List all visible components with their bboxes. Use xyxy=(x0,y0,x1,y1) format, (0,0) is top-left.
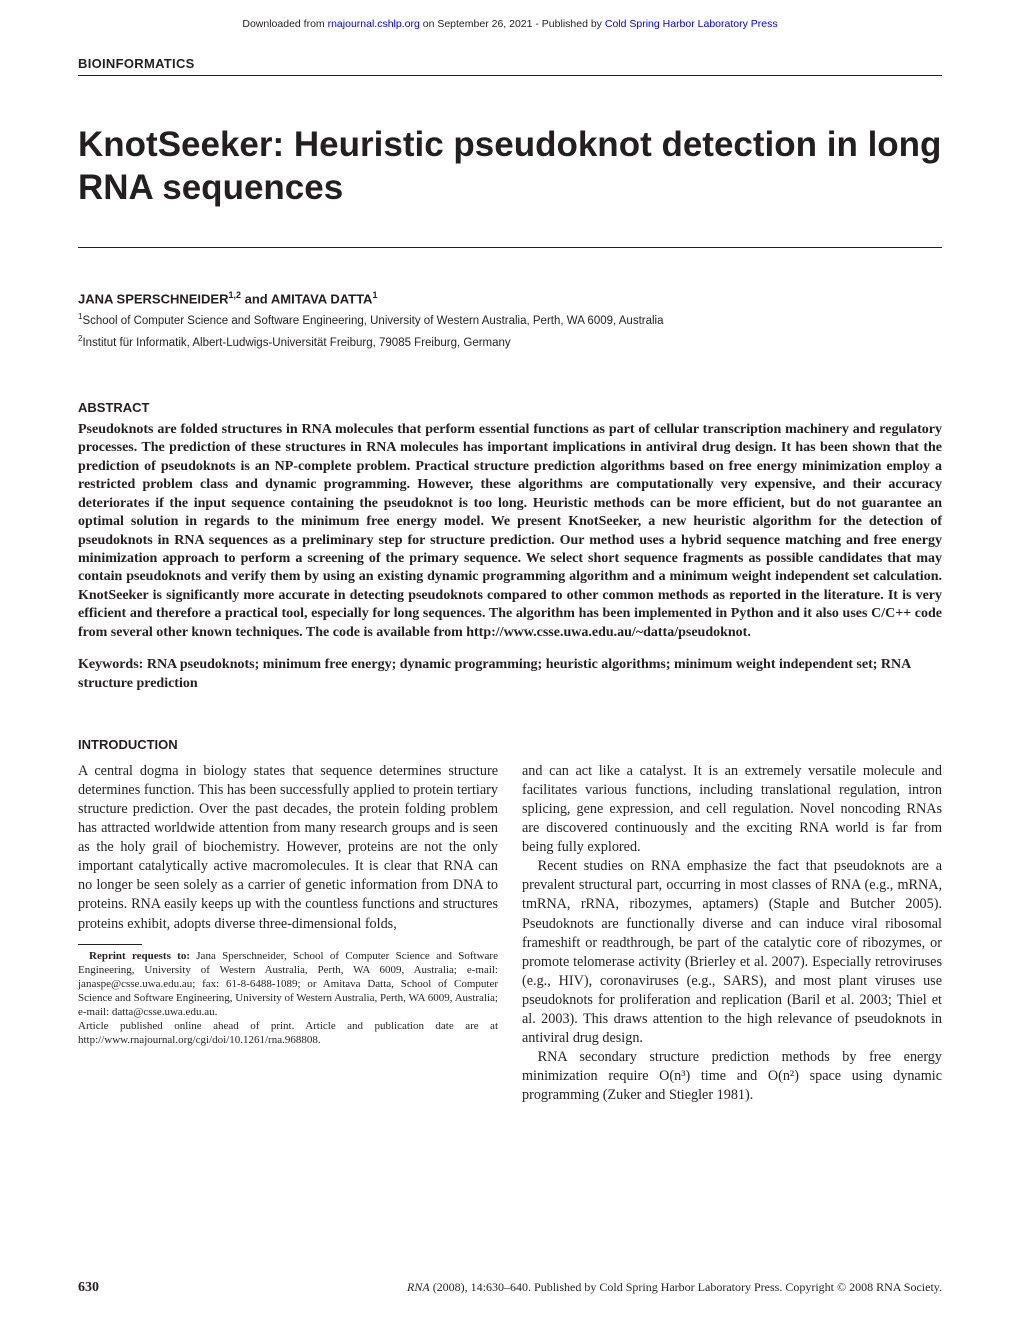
citation-tail: (2008), 14:630–640. Published by Cold Sp… xyxy=(430,1280,942,1294)
footer-citation: RNA (2008), 14:630–640. Published by Col… xyxy=(407,1280,942,1295)
section-label: BIOINFORMATICS xyxy=(78,56,942,76)
publication-note: Article published online ahead of print.… xyxy=(78,1020,498,1046)
footnote-rule xyxy=(78,944,142,945)
body-paragraph: and can act like a catalyst. It is an ex… xyxy=(522,762,942,857)
body-columns: A central dogma in biology states that s… xyxy=(78,762,942,1105)
affiliation-1: 1School of Computer Science and Software… xyxy=(78,311,942,330)
banner-link-publisher[interactable]: Cold Spring Harbor Laboratory Press xyxy=(605,18,778,30)
paper-title: KnotSeeker: Heuristic pseudoknot detecti… xyxy=(78,124,942,248)
author-1-affil-marks: 1,2 xyxy=(229,290,242,300)
affiliation-2: 2Institut für Informatik, Albert-Ludwigs… xyxy=(78,333,942,352)
download-banner: Downloaded from rnajournal.cshlp.org on … xyxy=(78,0,942,30)
abstract-heading: ABSTRACT xyxy=(78,400,942,415)
keywords-text: RNA pseudoknots; minimum free energy; dy… xyxy=(78,657,910,690)
introduction-heading: INTRODUCTION xyxy=(78,737,942,752)
banner-middle: on September 26, 2021 - Published by xyxy=(420,18,605,30)
body-paragraph: A central dogma in biology states that s… xyxy=(78,762,498,933)
keywords-label: Keywords: xyxy=(78,657,143,672)
abstract-body: Pseudoknots are folded structures in RNA… xyxy=(78,421,942,643)
author-1: JANA SPERSCHNEIDER xyxy=(78,292,229,307)
authors-line: JANA SPERSCHNEIDER1,2 and AMITAVA DATTA1 xyxy=(78,290,942,306)
journal-name: RNA xyxy=(407,1280,430,1294)
body-paragraph: RNA secondary structure prediction metho… xyxy=(522,1048,942,1105)
footnote-block: Reprint requests to: Jana Sperschneider,… xyxy=(78,949,498,1048)
author-conj: and AMITAVA DATTA xyxy=(241,292,372,307)
reprint-label: Reprint requests to: xyxy=(89,950,190,962)
affil-1-text: School of Computer Science and Software … xyxy=(82,315,663,327)
banner-link-journal[interactable]: rnajournal.cshlp.org xyxy=(328,18,420,30)
page-number: 630 xyxy=(78,1280,99,1296)
affil-2-text: Institut für Informatik, Albert-Ludwigs-… xyxy=(82,337,510,349)
body-paragraph: Recent studies on RNA emphasize the fact… xyxy=(522,857,942,1047)
keywords-block: Keywords: RNA pseudoknots; minimum free … xyxy=(78,656,942,693)
banner-prefix: Downloaded from xyxy=(242,18,327,30)
page-footer: 630 RNA (2008), 14:630–640. Published by… xyxy=(78,1280,942,1296)
author-2-affil-marks: 1 xyxy=(372,290,377,300)
